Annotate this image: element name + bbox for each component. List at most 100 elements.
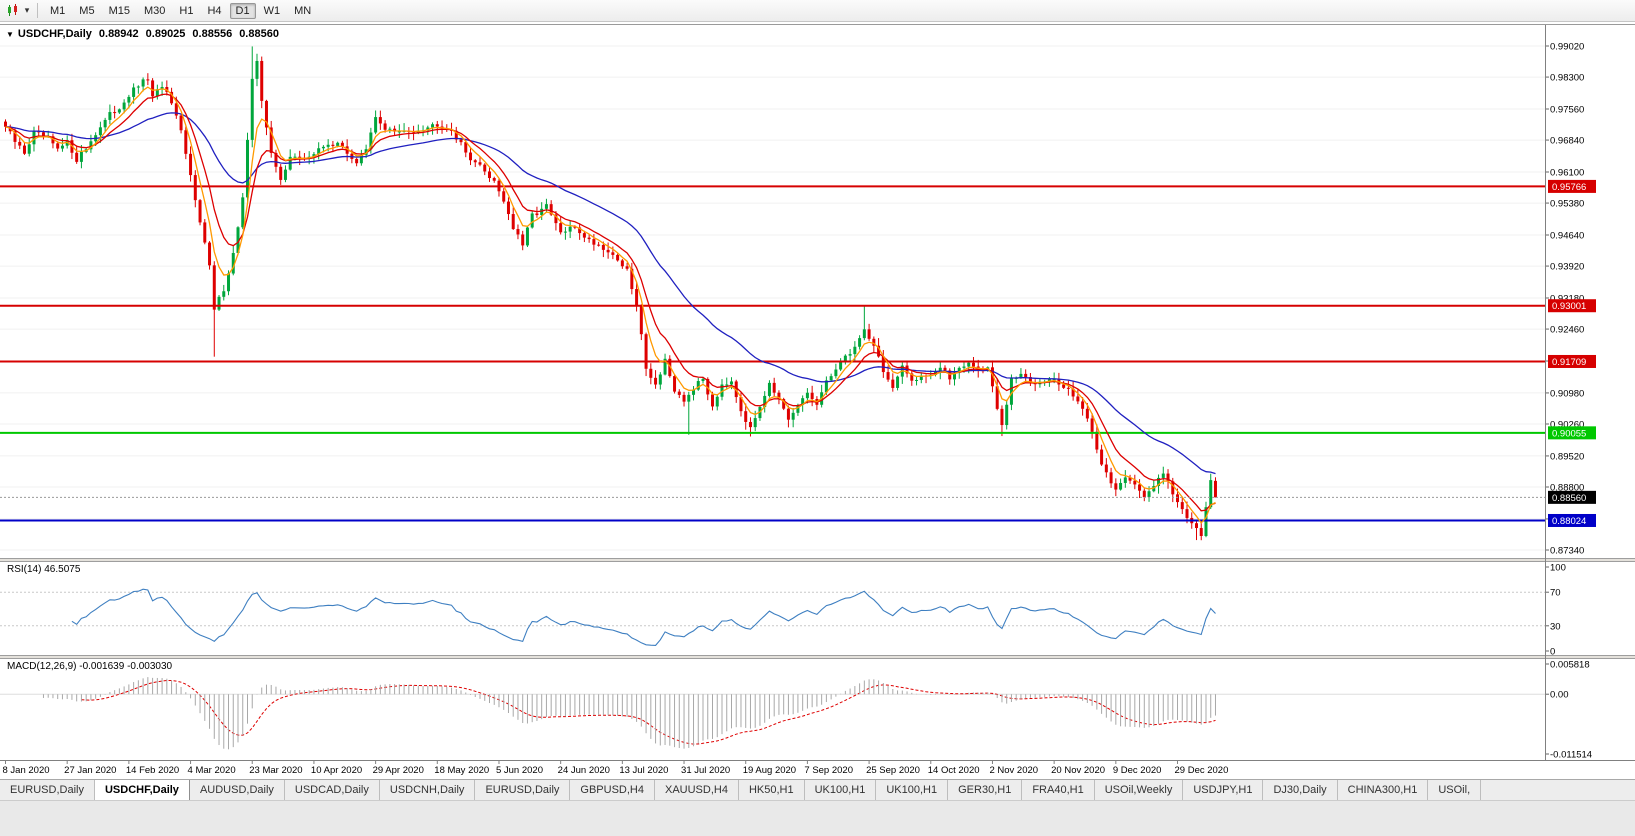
svg-text:0.95380: 0.95380 <box>1550 199 1584 210</box>
tab-11-ger30-h1[interactable]: GER30,H1 <box>948 780 1023 800</box>
svg-text:27 Jan 2020: 27 Jan 2020 <box>64 765 116 776</box>
svg-text:24 Jun 2020: 24 Jun 2020 <box>558 765 610 776</box>
timeframe-button-h1[interactable]: H1 <box>179 4 194 17</box>
svg-text:8 Jan 2020: 8 Jan 2020 <box>3 765 50 776</box>
close-value: 0.88560 <box>239 28 279 40</box>
svg-text:0.94640: 0.94640 <box>1550 231 1584 242</box>
svg-text:20 Nov 2020: 20 Nov 2020 <box>1051 765 1105 776</box>
macd-panel: 0.005818 0.00 -0.011514 <box>0 660 1592 761</box>
chart-tabs-bar: EURUSD,Daily USDCHF,Daily AUDUSD,Daily USDC… <box>0 779 1635 800</box>
svg-text:0.97560: 0.97560 <box>1550 105 1584 116</box>
svg-text:7 Sep 2020: 7 Sep 2020 <box>804 765 853 776</box>
svg-text:14 Oct 2020: 14 Oct 2020 <box>928 765 980 776</box>
chevron-down-icon[interactable]: ▾ <box>24 5 30 15</box>
collapse-triangle-icon[interactable]: ▼ <box>6 30 14 39</box>
timeframe-buttons-group: M1 M5 M15 M30 H1 H4 D1 W1 MN <box>43 2 318 19</box>
svg-text:0.00: 0.00 <box>1550 690 1569 701</box>
tab-5-eurusd-daily[interactable]: EURUSD,Daily <box>475 780 571 800</box>
timeframe-button-m30[interactable]: M30 <box>143 4 166 17</box>
svg-text:0.93920: 0.93920 <box>1550 262 1584 273</box>
svg-text:18 May 2020: 18 May 2020 <box>434 765 489 776</box>
timeframe-button-m5[interactable]: M5 <box>79 4 95 17</box>
svg-text:0.88024: 0.88024 <box>1552 516 1586 527</box>
top-toolbar: ▾ M1 M5 M15 M30 H1 H4 D1 W1 MN <box>0 0 1635 22</box>
chart-title: ▼ USDCHF,Daily 0.88942 0.89025 0.88556 0.8856… <box>6 28 279 40</box>
symbol-timeframe-label: USDCHF,Daily <box>17 28 92 40</box>
date-axis: 8 Jan 2020 27 Jan 2020 14 Feb 2020 4 Mar 20… <box>3 761 1229 776</box>
tab-15-dj30-daily[interactable]: DJ30,Daily <box>1263 780 1338 800</box>
svg-text:0.93001: 0.93001 <box>1552 301 1586 312</box>
low-value: 0.88556 <box>192 28 233 40</box>
svg-text:0.005818: 0.005818 <box>1550 660 1590 671</box>
svg-text:2 Nov 2020: 2 Nov 2020 <box>989 765 1038 776</box>
svg-text:5 Jun 2020: 5 Jun 2020 <box>496 765 543 776</box>
chart-type-button[interactable] <box>4 2 22 20</box>
price-tags: 0.95766 0.93001 0.91709 0.90055 0.88024 0.885… <box>1548 179 1596 527</box>
svg-text:0.88560: 0.88560 <box>1552 493 1586 504</box>
tab-3-usdcad-daily[interactable]: USDCAD,Daily <box>285 780 380 800</box>
timeframe-button-w1[interactable]: W1 <box>263 4 281 17</box>
svg-text:0.88800: 0.88800 <box>1550 483 1584 494</box>
svg-text:0.96100: 0.96100 <box>1550 168 1584 179</box>
tab-8-hk50-h1[interactable]: HK50,H1 <box>739 780 805 800</box>
timeframe-button-d1[interactable]: D1 <box>229 2 256 19</box>
svg-text:0.96840: 0.96840 <box>1550 136 1584 147</box>
tab-7-xauusd-h4[interactable]: XAUUSD,H4 <box>655 780 739 800</box>
svg-text:29 Apr 2020: 29 Apr 2020 <box>373 765 424 776</box>
ma-34-line <box>5 112 1216 475</box>
macd-signal-line <box>81 680 1216 745</box>
status-strip <box>0 800 1635 836</box>
svg-text:-0.011514: -0.011514 <box>1550 750 1592 761</box>
timeframe-button-h4[interactable]: H4 <box>207 4 222 17</box>
svg-text:0.95766: 0.95766 <box>1552 182 1586 193</box>
tab-13-usoil-weekly[interactable]: USOil,Weekly <box>1095 780 1184 800</box>
svg-text:13 Jul 2020: 13 Jul 2020 <box>619 765 668 776</box>
tab-2-audusd-daily[interactable]: AUDUSD,Daily <box>190 780 285 800</box>
tab-10-uk100-h1[interactable]: UK100,H1 <box>876 780 949 800</box>
candlestick-chart-icon <box>8 4 17 16</box>
rsi-panel: 100 70 30 0 <box>0 563 1566 658</box>
svg-text:0.90260: 0.90260 <box>1550 420 1584 431</box>
tab-17-usoil-[interactable]: USOil, <box>1428 780 1482 800</box>
svg-text:0.91709: 0.91709 <box>1552 357 1586 368</box>
tab-12-fra40-h1[interactable]: FRA40,H1 <box>1022 780 1095 800</box>
svg-text:0.93180: 0.93180 <box>1550 294 1584 305</box>
svg-text:25 Sep 2020: 25 Sep 2020 <box>866 765 920 776</box>
timeframe-button-m1[interactable]: M1 <box>50 4 66 17</box>
rsi-line <box>71 588 1216 646</box>
svg-text:0.99020: 0.99020 <box>1550 42 1584 53</box>
support-resistance-lines[interactable] <box>0 185 1545 522</box>
macd-histogram <box>42 677 1216 750</box>
svg-text:23 Mar 2020: 23 Mar 2020 <box>249 765 302 776</box>
high-value: 0.89025 <box>145 28 186 40</box>
timeframe-button-m15[interactable]: M15 <box>108 4 130 17</box>
timeframe-button-mn[interactable]: MN <box>294 4 312 17</box>
tab-4-usdcnh-daily[interactable]: USDCNH,Daily <box>380 780 476 800</box>
open-value: 0.88942 <box>98 28 139 40</box>
svg-text:0.90980: 0.90980 <box>1550 388 1584 399</box>
svg-text:0.87340: 0.87340 <box>1550 546 1584 557</box>
svg-text:0.89520: 0.89520 <box>1550 451 1584 462</box>
tab-9-uk100-h1[interactable]: UK100,H1 <box>805 780 877 800</box>
svg-text:0: 0 <box>1550 647 1555 658</box>
svg-text:0.92460: 0.92460 <box>1550 325 1584 336</box>
svg-text:4 Mar 2020: 4 Mar 2020 <box>188 765 236 776</box>
price-axis: 0.99020 0.98300 0.97560 0.96840 0.96100 0.953… <box>0 42 1584 557</box>
tab-0-eurusd-daily[interactable]: EURUSD,Daily <box>0 780 95 800</box>
tab-1-usdchf-daily[interactable]: USDCHF,Daily <box>94 780 190 800</box>
svg-text:31 Jul 2020: 31 Jul 2020 <box>681 765 730 776</box>
ma-10-line <box>5 93 1216 512</box>
svg-text:19 Aug 2020: 19 Aug 2020 <box>743 765 796 776</box>
svg-text:9 Dec 2020: 9 Dec 2020 <box>1113 765 1162 776</box>
svg-text:100: 100 <box>1550 563 1566 574</box>
svg-text:10 Apr 2020: 10 Apr 2020 <box>311 765 362 776</box>
svg-text:30: 30 <box>1550 621 1561 632</box>
tab-6-gbpusd-h4[interactable]: GBPUSD,H4 <box>570 780 655 800</box>
svg-text:14 Feb 2020: 14 Feb 2020 <box>126 765 179 776</box>
svg-text:29 Dec 2020: 29 Dec 2020 <box>1175 765 1229 776</box>
rsi-label: RSI(14) 46.5075 <box>7 564 81 575</box>
tab-16-china300-h1[interactable]: CHINA300,H1 <box>1338 780 1429 800</box>
macd-label: MACD(12,26,9) -0.001639 -0.003030 <box>7 661 173 672</box>
tab-14-usdjpy-h1[interactable]: USDJPY,H1 <box>1183 780 1264 800</box>
